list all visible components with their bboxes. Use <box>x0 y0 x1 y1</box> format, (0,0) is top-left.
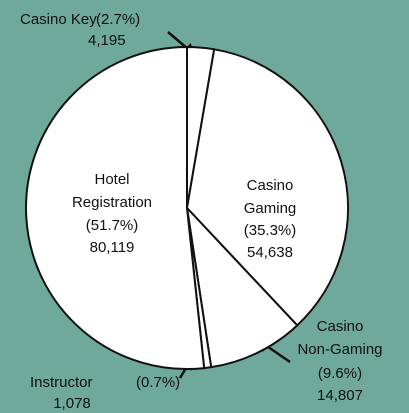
slice-name-line: Hotel <box>94 171 129 188</box>
count-label: 80,119 <box>90 239 135 256</box>
slice-name: Instructor <box>30 374 93 391</box>
count-label: 54,638 <box>247 244 293 261</box>
count-label: 1,078 <box>53 395 91 412</box>
slice-name: Hotel Registration <box>72 171 152 211</box>
slice-name: Casino Gaming <box>244 177 297 217</box>
value-label: (0.7%) <box>136 374 180 391</box>
pie-slice <box>185 48 349 327</box>
pie-slice <box>185 204 299 369</box>
value-label: (2.7%) <box>96 11 140 28</box>
count-label: 4,195 <box>88 32 126 49</box>
slice-name: Casino Key <box>20 11 97 28</box>
pie-slice <box>25 45 206 370</box>
value-label: (9.6%) <box>318 365 362 382</box>
slice-name-line: Casino <box>317 318 364 335</box>
slice-name-line: Gaming <box>244 200 297 217</box>
slice-name: Casino Non-Gaming <box>297 318 382 358</box>
slice-name-line: Non-Gaming <box>297 341 382 358</box>
slice-name-line: Registration <box>72 194 152 211</box>
slice-name-line: Casino <box>247 177 294 194</box>
value-label: (51.7%) <box>86 217 139 234</box>
count-label: 14,807 <box>317 387 363 404</box>
value-label: (35.3%) <box>244 222 297 239</box>
